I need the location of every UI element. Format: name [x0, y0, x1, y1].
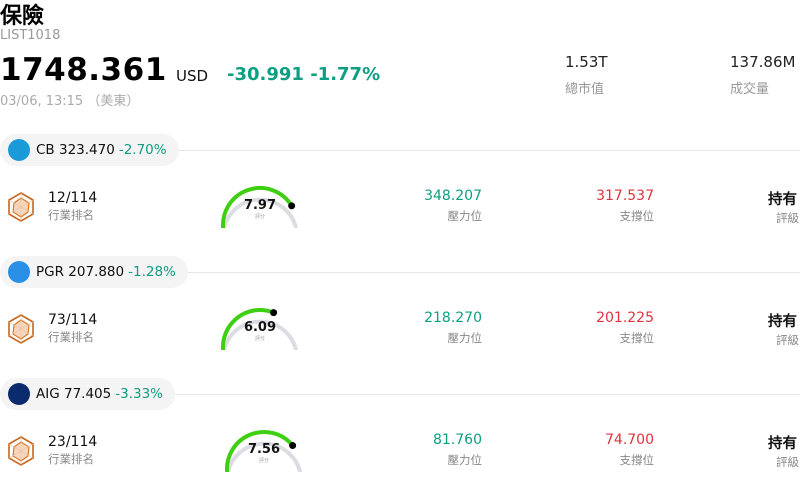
support-value: 201.225 — [596, 310, 654, 326]
industry-rank-value: 12/114 — [48, 190, 98, 206]
gauge-track — [222, 197, 298, 228]
industry-rank-value: 73/114 — [48, 312, 98, 328]
aig-logo-icon — [8, 383, 30, 405]
stock-pill[interactable]: AIG 77.405 -3.33% — [0, 378, 175, 410]
rating-label: 評級 — [776, 211, 799, 225]
radar-chart-icon — [8, 192, 34, 222]
rating-label: 評級 — [776, 455, 799, 469]
stock-change: -3.33% — [115, 386, 163, 402]
chubb-logo-icon — [8, 139, 30, 161]
resistance-value: 218.270 — [424, 310, 482, 326]
industry-rank-value: 23/114 — [48, 434, 98, 450]
industry-rank-label: 行業排名 — [48, 330, 94, 344]
support-label: 支撐位 — [619, 453, 655, 467]
support-value: 74.700 — [605, 432, 654, 448]
row-divider — [0, 150, 800, 151]
currency-label: USD — [176, 67, 209, 85]
page-title: 保險 — [0, 4, 45, 29]
radar-chart-icon — [8, 314, 34, 344]
stock-change: -2.70% — [118, 142, 167, 158]
rating-value: 持有 — [768, 192, 797, 208]
score-label: 評分 — [255, 213, 265, 220]
gauge-track — [222, 319, 298, 350]
score-gauge: 6.09 評分 — [221, 308, 298, 350]
score-value: 7.56 — [248, 442, 280, 457]
row-divider — [0, 394, 800, 395]
index-code: LIST1018 — [0, 28, 61, 43]
rating-value: 持有 — [768, 314, 797, 330]
stock-change: -1.28% — [128, 264, 176, 280]
gauge-fill — [221, 186, 294, 228]
stock-pill[interactable]: CB 323.470 -2.70% — [0, 134, 179, 166]
index-price: 1748.361 — [0, 52, 167, 88]
stock-pill[interactable]: PGR 207.880 -1.28% — [0, 256, 188, 288]
support-value: 317.537 — [596, 188, 654, 204]
score-value: 6.09 — [244, 320, 276, 335]
progressive-logo-icon — [8, 261, 30, 283]
gauge-marker — [270, 309, 278, 317]
volume-value: 137.86M — [730, 53, 796, 71]
resistance-label: 壓力位 — [447, 331, 483, 345]
stock-price: 323.470 — [59, 142, 115, 158]
rating-value: 持有 — [768, 436, 797, 452]
gauge-track — [226, 441, 302, 472]
market-cap-value: 1.53T — [565, 53, 608, 71]
resistance-label: 壓力位 — [447, 209, 483, 223]
gauge-marker — [288, 202, 296, 210]
row-divider — [0, 272, 800, 273]
market-cap-label: 總市值 — [565, 82, 605, 97]
score-gauge: 7.56 評分 — [225, 430, 302, 472]
gauge-fill — [225, 430, 295, 472]
score-gauge: 7.97 評分 — [221, 186, 298, 228]
resistance-label: 壓力位 — [447, 453, 483, 467]
gauge-marker — [289, 442, 297, 450]
stock-ticker: AIG — [36, 386, 60, 402]
stock-ticker: CB — [36, 142, 55, 158]
support-label: 支撐位 — [619, 209, 655, 223]
support-label: 支撐位 — [619, 331, 655, 345]
score-label: 評分 — [255, 335, 265, 342]
industry-rank-label: 行業排名 — [48, 452, 94, 466]
stock-price: 77.405 — [63, 386, 112, 402]
gauge-fill — [221, 308, 276, 350]
resistance-value: 81.760 — [433, 432, 482, 448]
score-label: 評分 — [259, 457, 269, 464]
timestamp: 03/06, 13:15 （美東） — [0, 94, 140, 109]
stock-ticker: PGR — [36, 264, 64, 280]
price-change: -30.991 -1.77% — [227, 64, 381, 85]
resistance-value: 348.207 — [424, 188, 482, 204]
radar-chart-icon — [8, 436, 34, 466]
industry-rank-label: 行業排名 — [48, 208, 94, 222]
score-value: 7.97 — [244, 198, 276, 213]
rating-label: 評級 — [776, 333, 799, 347]
stock-price: 207.880 — [68, 264, 125, 280]
volume-label: 成交量 — [730, 82, 770, 97]
